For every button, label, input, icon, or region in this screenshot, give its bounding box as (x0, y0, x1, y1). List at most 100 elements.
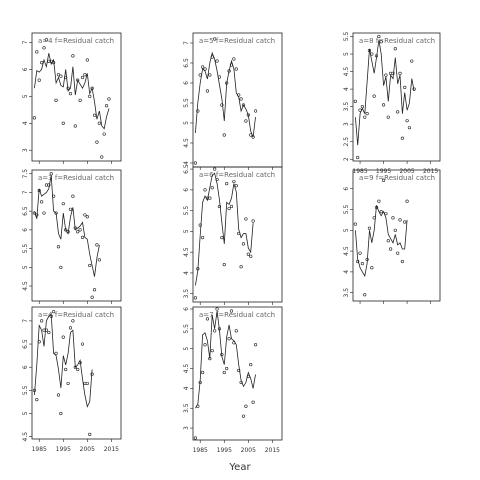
y-tick-label: 6.5 (22, 206, 29, 216)
data-point (208, 196, 212, 200)
data-point (377, 199, 381, 203)
data-point (92, 113, 97, 117)
data-point (54, 351, 58, 355)
data-point (61, 335, 65, 339)
y-tick-label: 5.5 (183, 324, 190, 334)
panel-6: a=9 f=Residual catch 3.5 4 4.5 5 5.5 6 (343, 169, 441, 304)
y-tick-label: 5 (22, 411, 29, 415)
data-point (88, 432, 92, 436)
y-tick-label: 4.5 (183, 138, 190, 148)
data-point (35, 398, 39, 402)
y-tick-label: 3 (22, 148, 29, 152)
data-point (391, 216, 395, 220)
data-point (396, 110, 400, 114)
data-point (71, 319, 75, 323)
y-tick-label: 2.5 (343, 137, 350, 147)
fit-line (34, 53, 110, 130)
data-point (232, 57, 236, 61)
data-point (229, 204, 234, 209)
panel-frame (31, 169, 122, 302)
data-point (353, 222, 357, 226)
y-tick-label: 7 (22, 190, 29, 194)
y-tick-label: 6.5 (22, 339, 29, 349)
data-point (59, 411, 63, 416)
data-point (107, 97, 111, 101)
data-point (234, 329, 238, 333)
y-tick-label: 3.5 (183, 403, 190, 413)
data-point (220, 236, 224, 240)
data-point (71, 194, 75, 198)
data-point (215, 59, 219, 63)
panel-grid: a=4 f=Residual catch 3 4 5 6 7 a=5 f=Residual … (22, 32, 441, 454)
y-tick-label: 5.5 (343, 205, 350, 215)
data-point (97, 121, 101, 125)
panel-title: a=6 f=Residual catch (199, 171, 275, 179)
panel-title: a=5 f=Residual catch (199, 37, 275, 45)
data-point (56, 73, 61, 77)
data-point (367, 226, 372, 230)
y-tick-label: 4.5 (22, 432, 29, 442)
data-point (360, 261, 365, 266)
y-tick-label: 4 (183, 161, 190, 165)
data-point (37, 78, 41, 82)
y-tick-label: 4.5 (343, 246, 350, 256)
data-point (234, 184, 238, 188)
x-tick-label: 2015 (104, 446, 119, 453)
fit-line (34, 175, 100, 277)
data-point (213, 37, 217, 41)
data-point (83, 213, 87, 217)
y-tick-label: 7 (22, 319, 29, 323)
panel-title: a=4 f=Residual catch (38, 311, 114, 319)
data-point (92, 288, 97, 292)
data-point (386, 239, 390, 243)
data-point (215, 307, 219, 311)
data-point (88, 94, 92, 98)
data-point (384, 73, 388, 77)
data-point (227, 206, 231, 211)
data-point (64, 367, 68, 372)
data-point (365, 112, 369, 116)
y-tick-label: 6 (22, 365, 29, 369)
data-point (203, 343, 207, 347)
data-point (251, 219, 255, 223)
data-point (241, 414, 246, 418)
y-tick-label: 3 (183, 426, 190, 430)
data-point (201, 370, 205, 375)
data-point (410, 59, 414, 63)
data-point (363, 293, 367, 297)
x-tick-label: 1985 (193, 447, 208, 454)
y-tick-label: 3.5 (343, 102, 350, 112)
data-point (358, 251, 362, 255)
data-point (54, 98, 58, 102)
data-point (85, 58, 89, 62)
data-point (400, 259, 404, 264)
data-point (68, 207, 73, 211)
data-point (222, 133, 226, 137)
data-point (249, 254, 253, 258)
data-point (201, 65, 205, 69)
data-point (203, 67, 207, 71)
y-tick-label: 5.5 (22, 244, 29, 254)
y-tick-label: 6 (343, 187, 350, 191)
data-point (40, 319, 44, 323)
y-tick-label: 4 (22, 121, 29, 125)
y-tick-label: 5.5 (343, 32, 350, 42)
y-tick-label: 5.5 (183, 206, 190, 216)
data-point (386, 115, 390, 119)
x-tick-label: 1995 (376, 168, 391, 175)
data-point (393, 228, 397, 232)
y-tick-label: 4 (343, 270, 350, 274)
data-point (193, 296, 198, 300)
data-point (227, 337, 231, 341)
data-point (205, 89, 210, 93)
data-point (403, 220, 407, 224)
data-point (403, 85, 407, 89)
panel-7: a=4 f=Residual catch 4.5 5 5.5 6 6.5 7 1985 1995… (22, 306, 122, 453)
data-point (379, 209, 383, 214)
data-point (213, 329, 217, 333)
panel-frame (192, 306, 283, 441)
panel-frame (31, 32, 122, 162)
data-point (246, 252, 250, 256)
data-point (208, 73, 212, 77)
data-point (44, 38, 49, 42)
